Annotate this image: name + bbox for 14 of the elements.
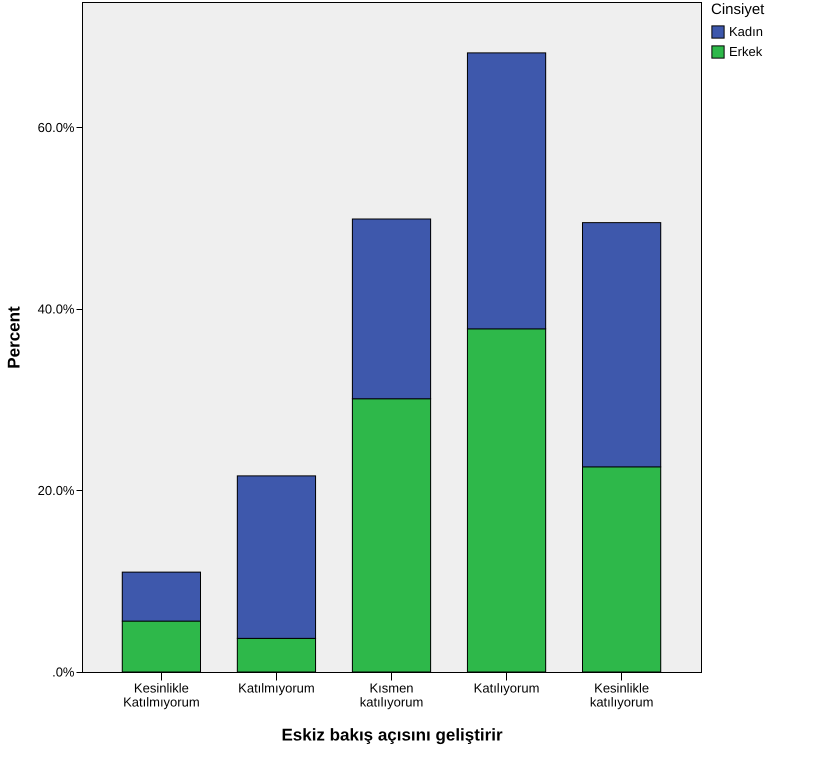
x-tick-label: Katılmıyorum xyxy=(238,680,315,696)
x-tick-label: Kesinlikle katılıyorum xyxy=(590,680,654,710)
x-tick-label: Kısmen katılıyorum xyxy=(360,680,424,710)
x-tick-label: Katılıyorum xyxy=(474,680,540,696)
y-tick-label: 60.0% xyxy=(38,120,75,135)
x-axis-title: Eskiz bakış açısını geliştirir xyxy=(281,726,503,744)
legend-title: Cinsiyet xyxy=(711,1,766,18)
legend-label: Kadın xyxy=(729,24,763,39)
y-tick-label: 40.0% xyxy=(38,301,75,316)
y-tick-label: .0% xyxy=(52,664,75,680)
y-tick-label: 20.0% xyxy=(38,482,75,498)
legend-label: Erkek xyxy=(729,44,763,59)
y-axis-title: Percent xyxy=(4,306,24,369)
x-tick-label: Kesinlikle Katılmıyorum xyxy=(123,680,200,710)
